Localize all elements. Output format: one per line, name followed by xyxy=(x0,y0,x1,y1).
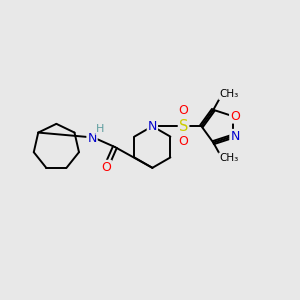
Text: O: O xyxy=(178,135,188,148)
Text: O: O xyxy=(230,110,240,123)
Text: H: H xyxy=(96,124,105,134)
Text: O: O xyxy=(101,161,111,174)
Text: S: S xyxy=(179,119,188,134)
Text: N: N xyxy=(87,132,97,145)
Text: O: O xyxy=(178,104,188,117)
Text: CH₃: CH₃ xyxy=(219,89,238,99)
Text: N: N xyxy=(230,130,240,143)
Text: CH₃: CH₃ xyxy=(219,153,238,164)
Text: N: N xyxy=(148,120,157,133)
